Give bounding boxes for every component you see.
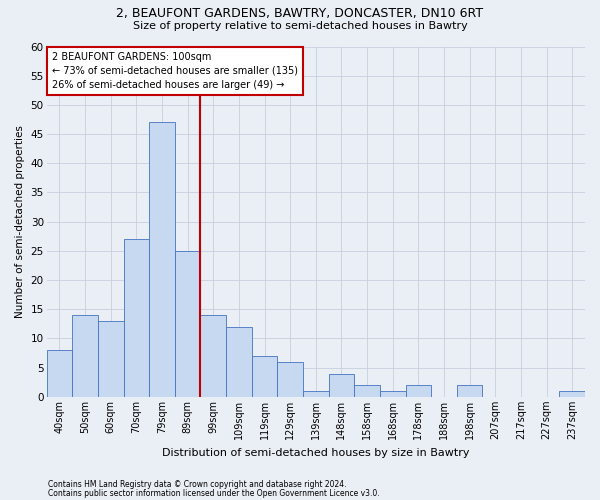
X-axis label: Distribution of semi-detached houses by size in Bawtry: Distribution of semi-detached houses by … bbox=[162, 448, 470, 458]
Bar bbox=[98, 321, 124, 397]
Bar bbox=[329, 374, 354, 397]
Bar bbox=[559, 391, 585, 397]
Text: 2, BEAUFONT GARDENS, BAWTRY, DONCASTER, DN10 6RT: 2, BEAUFONT GARDENS, BAWTRY, DONCASTER, … bbox=[116, 8, 484, 20]
Bar bbox=[457, 385, 482, 397]
Y-axis label: Number of semi-detached properties: Number of semi-detached properties bbox=[15, 126, 25, 318]
Bar bbox=[251, 356, 277, 397]
Bar bbox=[47, 350, 72, 397]
Bar bbox=[175, 251, 200, 397]
Text: 2 BEAUFONT GARDENS: 100sqm
← 73% of semi-detached houses are smaller (135)
26% o: 2 BEAUFONT GARDENS: 100sqm ← 73% of semi… bbox=[52, 52, 298, 90]
Bar bbox=[149, 122, 175, 397]
Bar bbox=[354, 385, 380, 397]
Bar bbox=[380, 391, 406, 397]
Bar bbox=[200, 315, 226, 397]
Bar bbox=[406, 385, 431, 397]
Text: Contains public sector information licensed under the Open Government Licence v3: Contains public sector information licen… bbox=[48, 488, 380, 498]
Bar bbox=[303, 391, 329, 397]
Bar bbox=[72, 315, 98, 397]
Bar bbox=[124, 239, 149, 397]
Bar bbox=[277, 362, 303, 397]
Text: Size of property relative to semi-detached houses in Bawtry: Size of property relative to semi-detach… bbox=[133, 21, 467, 31]
Text: Contains HM Land Registry data © Crown copyright and database right 2024.: Contains HM Land Registry data © Crown c… bbox=[48, 480, 347, 489]
Bar bbox=[226, 327, 251, 397]
